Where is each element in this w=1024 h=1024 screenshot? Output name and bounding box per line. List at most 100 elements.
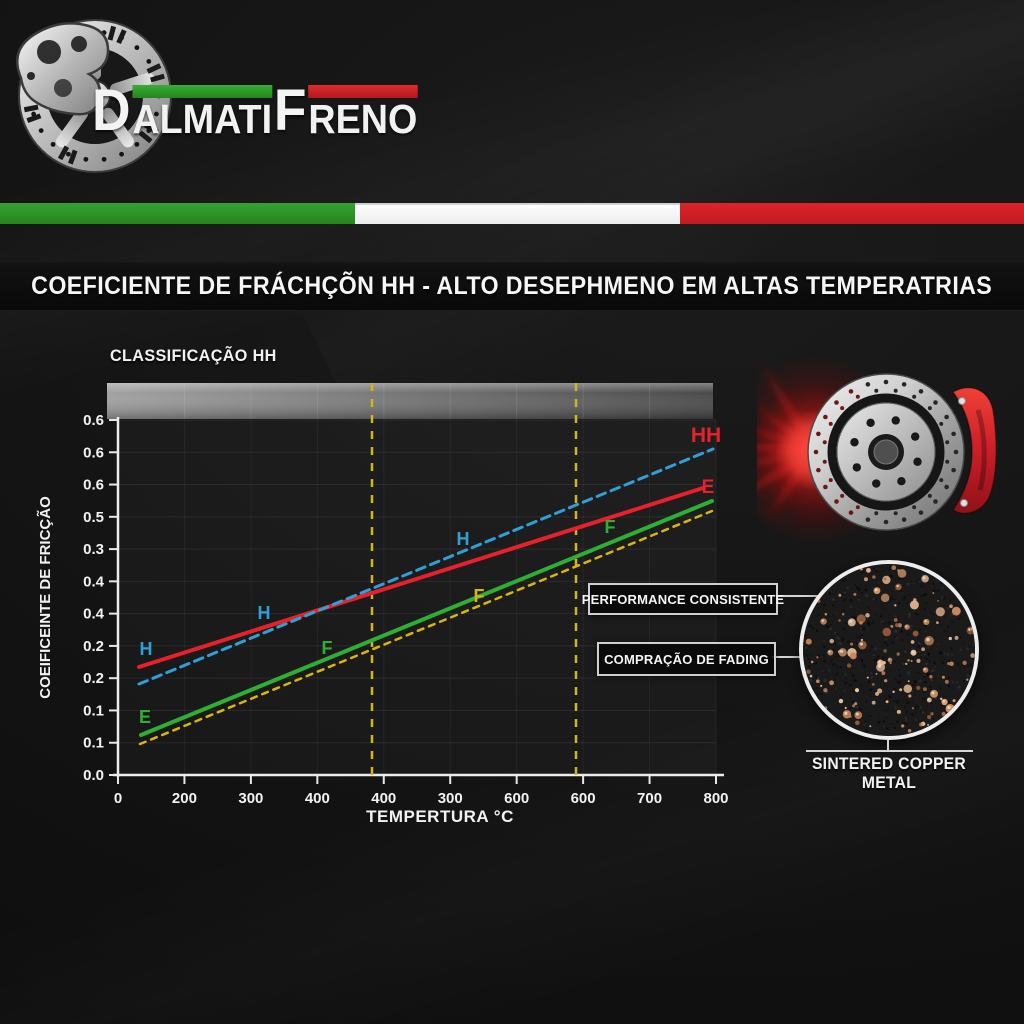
logo-slot (143, 122, 159, 135)
texture-speck (833, 631, 837, 635)
texture-speck (847, 641, 849, 644)
drill-hole (901, 382, 907, 387)
texture-speck (937, 674, 940, 677)
x-tick-label: 400 (371, 790, 396, 807)
copper-highlight (821, 619, 824, 622)
copper-particle (875, 691, 880, 696)
texture-speck (849, 683, 852, 687)
texture-speck (904, 716, 908, 720)
texture-speck (820, 577, 823, 580)
texture-speck (838, 672, 840, 674)
chart-title: CLASSIFICAÇÃO HH (110, 346, 277, 365)
texture-speck (851, 680, 853, 682)
texture-speck (885, 709, 888, 712)
texture-speck (906, 566, 909, 569)
logo-slot (150, 73, 165, 83)
texture-speck (902, 721, 906, 725)
texture-speck (832, 604, 835, 607)
texture-speck (932, 717, 935, 720)
copper-particle (913, 598, 917, 602)
texture-speck (925, 602, 928, 605)
texture-speck (864, 720, 868, 724)
texture-speck (959, 569, 963, 573)
texture-speck (938, 575, 942, 579)
texture-speck (878, 713, 880, 716)
texture-speck (815, 629, 819, 633)
line-label: F (605, 517, 616, 537)
copper-particle (966, 678, 969, 681)
texture-speck (815, 687, 818, 690)
texture-speck (936, 580, 939, 583)
friction-chart: CLASSIFICAÇÃO HH 0.6 0.6 0.6 0.5 0.3 0.4 0.4 0.… (30, 338, 770, 850)
texture-speck (934, 665, 937, 668)
page-title: COEFICIENTE DE FRÁCHÇÕN HH - ALTO DESEPH… (31, 272, 993, 300)
drill-hole (834, 400, 839, 405)
texture-speck (823, 640, 826, 642)
texture-speck (861, 631, 863, 634)
texture-speck (808, 654, 811, 656)
brand-part-reno: RENO (308, 96, 418, 142)
texture-speck (941, 586, 944, 590)
texture-speck (825, 575, 829, 579)
texture-speck (964, 590, 968, 594)
texture-speck (899, 630, 903, 634)
texture-speck (948, 730, 952, 733)
texture-speck (896, 700, 899, 703)
texture-speck (840, 695, 842, 698)
texture-speck (932, 614, 935, 616)
texture-speck (950, 646, 953, 650)
texture-speck (833, 727, 835, 730)
copper-highlight (849, 619, 853, 623)
y-tick-label: 0.2 (83, 670, 104, 687)
brand-letter-d: D (92, 78, 131, 143)
copper-particle (894, 623, 899, 628)
texture-speck (921, 711, 925, 715)
drill-hole (813, 449, 819, 455)
texture-speck (832, 614, 834, 617)
title-band: COEFICIENTE DE FRÁCHÇÕN HH - ALTO DESEPH… (0, 262, 1024, 311)
copper-particle (856, 614, 866, 624)
logo-drill-hole (83, 156, 89, 162)
texture-speck (835, 665, 838, 667)
texture-speck (907, 615, 911, 619)
copper-particle (806, 669, 811, 675)
copper-particle (884, 679, 888, 683)
texture-speck (834, 655, 837, 658)
callout-performance-consistente: PERFORMANCE CONSISTENTE (582, 583, 784, 615)
logo-drill-hole (50, 141, 56, 147)
texture-speck (819, 597, 822, 599)
texture-speck (867, 621, 871, 625)
texture-speck (912, 582, 915, 585)
texture-speck (860, 591, 863, 594)
texture-speck (814, 662, 818, 665)
series-line-E-green (139, 499, 714, 737)
y-tick-label: 0.4 (83, 573, 105, 590)
copper-particle (903, 684, 913, 693)
texture-speck (860, 658, 863, 661)
copper-particle (823, 688, 828, 693)
texture-speck (943, 616, 946, 618)
texture-speck (934, 728, 937, 731)
drill-hole (823, 484, 828, 490)
logo-slot (116, 29, 127, 45)
copper-particle (939, 697, 943, 701)
copper-particle (916, 658, 921, 663)
texture-speck (957, 595, 959, 597)
texture-speck (919, 620, 922, 623)
texture-speck (925, 657, 928, 661)
logo-spoke (101, 107, 134, 148)
copper-particle (970, 653, 975, 658)
texture-speck (882, 725, 885, 728)
texture-speck (836, 612, 838, 615)
texture-speck (872, 587, 874, 589)
texture-speck (897, 602, 901, 605)
x-tick-label: 200 (172, 790, 197, 807)
texture-speck (807, 664, 811, 668)
texture-speck (858, 733, 861, 736)
texture-speck (872, 597, 875, 601)
texture-speck (875, 568, 877, 571)
texture-speck (851, 700, 855, 703)
texture-speck (830, 614, 832, 617)
texture-speck (870, 644, 873, 647)
texture-speck (917, 644, 920, 648)
